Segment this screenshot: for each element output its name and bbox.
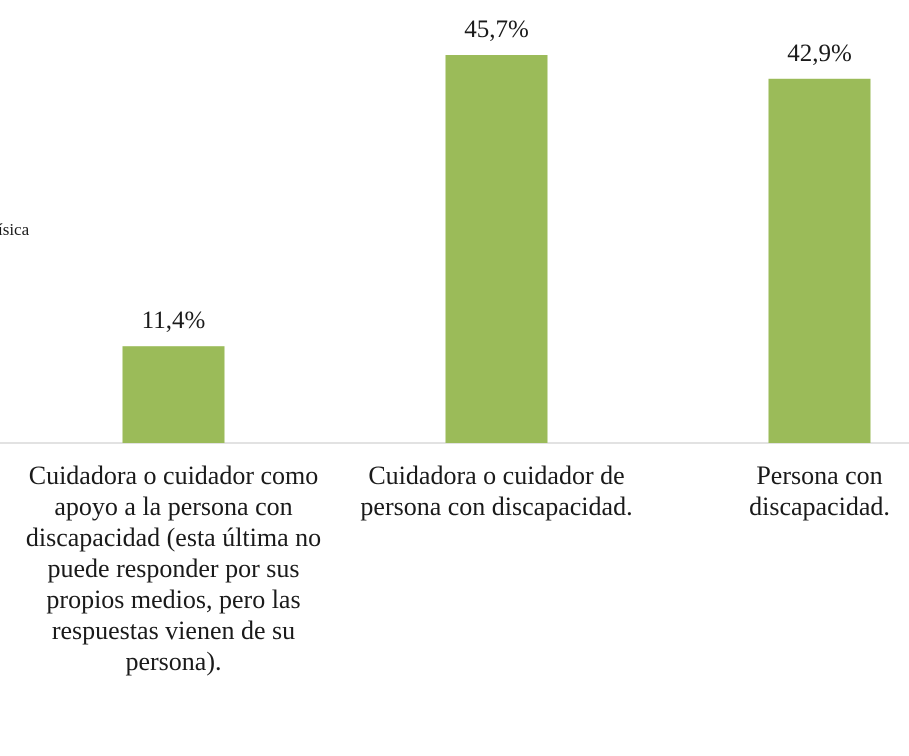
bar: [445, 55, 548, 444]
x-tick-label: Persona con discapacidad.: [749, 461, 890, 521]
annotation: ísica: [0, 220, 30, 239]
bar: [768, 78, 871, 444]
x-tick-label: Cuidadora o cuidador como apoyo a la per…: [25, 461, 322, 676]
x-tick-label: Cuidadora o cuidador de persona con disc…: [360, 461, 633, 521]
data-label: 45,7%: [464, 16, 529, 43]
bar: [122, 346, 225, 443]
data-label: 42,9%: [787, 40, 852, 67]
data-label: 11,4%: [142, 307, 206, 334]
